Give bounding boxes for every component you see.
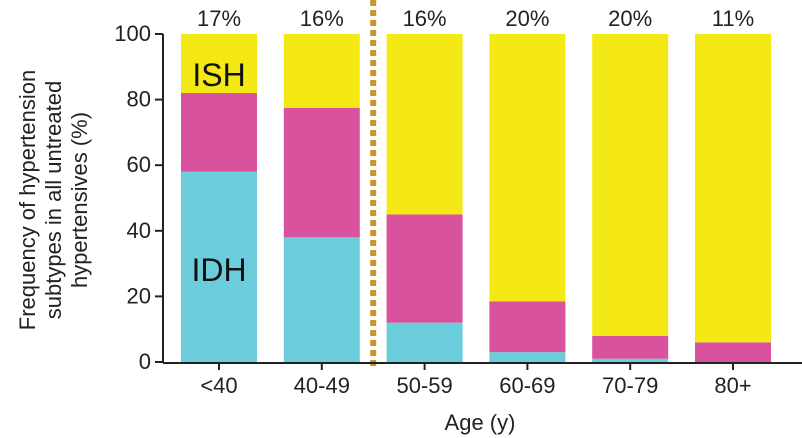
labels-layer: 0 20 40 60 80 100 <40 17% 40-49 16% 50-59 16% 60-69 2… [114, 6, 754, 398]
y-axis-title-line-1: Frequency of hypertension [15, 69, 40, 331]
top-percent-label-1: 16% [300, 6, 344, 31]
x-tick-label-5: 80+ [714, 373, 751, 398]
bar-segment-ish-4 [592, 34, 669, 336]
top-percent-label-3: 20% [505, 6, 549, 31]
bar-segment-series-2-1 [283, 107, 360, 238]
annotation-ish: ISH [192, 57, 245, 93]
x-tick-label-3: 60-69 [499, 373, 555, 398]
bar-segment-idh-2 [386, 322, 463, 362]
y-axis-title-line-2: subtypes in all untreated [41, 80, 66, 320]
top-percent-label-0: 17% [197, 6, 241, 31]
bar-segment-series-2-4 [592, 335, 669, 359]
bar-segment-ish-5 [695, 34, 771, 343]
top-percent-label-5: 11% [712, 6, 754, 31]
x-tick-label-4: 70-79 [602, 373, 658, 398]
bar-segment-series-2-2 [386, 214, 463, 323]
y-tick-label-0: 0 [139, 349, 151, 374]
bars-layer [181, 34, 771, 362]
y-tick-label-20: 20 [127, 283, 151, 308]
y-tick-label-60: 60 [127, 152, 151, 177]
bar-segment-idh-4 [592, 358, 669, 362]
bar-segment-ish-1 [283, 34, 360, 108]
bar-segment-series-2-0 [181, 93, 257, 172]
y-tick-label-100: 100 [114, 21, 151, 46]
x-tick-label-2: 50-59 [396, 373, 452, 398]
y-tick-label-80: 80 [127, 87, 151, 112]
y-axis-title-line-3: hypertensives (%) [67, 111, 92, 289]
top-percent-label-2: 16% [403, 6, 447, 31]
bar-segment-ish-2 [386, 34, 463, 215]
y-tick-label-40: 40 [127, 218, 151, 243]
bar-segment-series-2-5 [695, 342, 771, 362]
y-axis-title: Frequency of hypertension subtypes in al… [4, 30, 104, 370]
bar-segment-series-2-3 [489, 301, 566, 353]
x-axis-title: Age (y) [444, 410, 516, 435]
bar-segment-idh-3 [489, 352, 566, 362]
annotation-idh: IDH [191, 252, 246, 288]
x-tick-label-1: 40-49 [294, 373, 350, 398]
bar-segment-ish-0 [181, 34, 257, 94]
top-percent-label-4: 20% [608, 6, 652, 31]
bar-segment-ish-3 [489, 34, 566, 302]
x-tick-label-0: <40 [200, 373, 237, 398]
bar-segment-idh-0 [181, 171, 257, 362]
bar-segment-idh-1 [283, 237, 360, 362]
axes [155, 0, 802, 370]
